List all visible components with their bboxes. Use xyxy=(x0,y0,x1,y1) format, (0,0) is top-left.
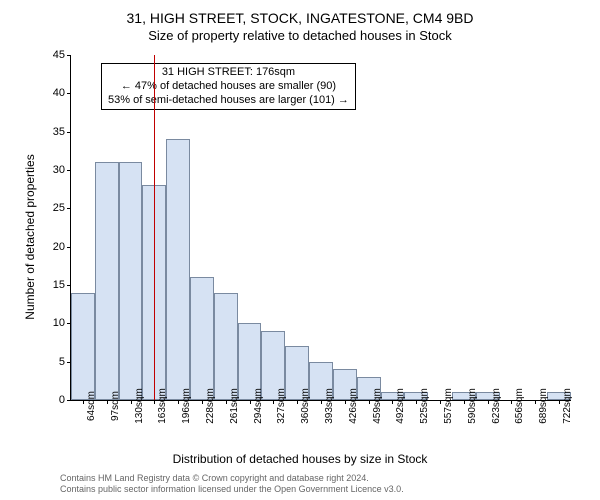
x-tick-label: 196sqm xyxy=(181,388,192,424)
x-tick-label: 623sqm xyxy=(491,388,502,424)
x-tick xyxy=(273,400,274,404)
x-tick-label: 393sqm xyxy=(324,388,335,424)
x-tick-label: 97sqm xyxy=(110,391,121,421)
histogram-bar xyxy=(119,162,143,400)
y-tick xyxy=(67,285,71,286)
x-tick xyxy=(297,400,298,404)
y-tick-label: 25 xyxy=(35,202,65,214)
footer-attribution: Contains HM Land Registry data © Crown c… xyxy=(60,473,404,495)
x-tick xyxy=(440,400,441,404)
x-tick xyxy=(83,400,84,404)
x-tick xyxy=(559,400,560,404)
x-tick-label: 426sqm xyxy=(348,388,359,424)
annotation-line: ← 47% of detached houses are smaller (90… xyxy=(108,80,349,94)
x-tick xyxy=(345,400,346,404)
x-tick xyxy=(535,400,536,404)
x-tick xyxy=(131,400,132,404)
x-tick-label: 64sqm xyxy=(86,391,97,421)
x-tick xyxy=(392,400,393,404)
x-tick-label: 492sqm xyxy=(395,388,406,424)
x-tick-label: 327sqm xyxy=(276,388,287,424)
x-tick-label: 557sqm xyxy=(443,388,454,424)
y-tick xyxy=(67,132,71,133)
x-tick-label: 360sqm xyxy=(300,388,311,424)
chart-title-main: 31, HIGH STREET, STOCK, INGATESTONE, CM4… xyxy=(0,10,600,26)
chart-title-sub: Size of property relative to detached ho… xyxy=(0,28,600,43)
x-tick-label: 294sqm xyxy=(253,388,264,424)
x-tick xyxy=(202,400,203,404)
histogram-bar xyxy=(166,139,190,400)
annotation-line: 31 HIGH STREET: 176sqm xyxy=(108,66,349,80)
x-tick-label: 459sqm xyxy=(372,388,383,424)
histogram-bar xyxy=(95,162,119,400)
y-tick-label: 40 xyxy=(35,87,65,99)
x-tick xyxy=(107,400,108,404)
y-tick xyxy=(67,362,71,363)
plot-area: 31 HIGH STREET: 176sqm← 47% of detached … xyxy=(70,55,571,401)
x-tick xyxy=(226,400,227,404)
chart-root: 31, HIGH STREET, STOCK, INGATESTONE, CM4… xyxy=(0,0,600,500)
x-tick-label: 228sqm xyxy=(205,388,216,424)
y-tick-label: 15 xyxy=(35,279,65,291)
y-tick-label: 30 xyxy=(35,164,65,176)
x-tick xyxy=(464,400,465,404)
reference-marker-line xyxy=(154,55,155,400)
histogram-bar xyxy=(214,293,238,400)
y-tick-label: 45 xyxy=(35,49,65,61)
x-tick-label: 689sqm xyxy=(538,388,549,424)
y-tick xyxy=(67,323,71,324)
x-tick-label: 130sqm xyxy=(134,388,145,424)
x-tick xyxy=(178,400,179,404)
footer-line-2: Contains public sector information licen… xyxy=(60,484,404,495)
x-tick-label: 261sqm xyxy=(229,388,240,424)
x-tick-label: 163sqm xyxy=(157,388,168,424)
x-tick-label: 590sqm xyxy=(467,388,478,424)
x-tick xyxy=(154,400,155,404)
x-axis-label: Distribution of detached houses by size … xyxy=(0,452,600,466)
x-tick-label: 525sqm xyxy=(419,388,430,424)
y-tick-label: 5 xyxy=(35,356,65,368)
y-tick xyxy=(67,247,71,248)
footer-line-1: Contains HM Land Registry data © Crown c… xyxy=(60,473,404,484)
x-tick-label: 722sqm xyxy=(562,388,573,424)
x-tick xyxy=(250,400,251,404)
x-tick xyxy=(511,400,512,404)
histogram-bar xyxy=(71,293,95,400)
y-tick-label: 0 xyxy=(35,394,65,406)
x-tick xyxy=(321,400,322,404)
y-tick xyxy=(67,170,71,171)
y-tick xyxy=(67,93,71,94)
x-tick xyxy=(488,400,489,404)
y-tick-label: 35 xyxy=(35,126,65,138)
y-tick xyxy=(67,55,71,56)
y-tick xyxy=(67,400,71,401)
y-tick-label: 20 xyxy=(35,241,65,253)
x-tick xyxy=(416,400,417,404)
x-tick-label: 656sqm xyxy=(514,388,525,424)
y-tick xyxy=(67,208,71,209)
y-tick-label: 10 xyxy=(35,317,65,329)
x-tick xyxy=(369,400,370,404)
annotation-line: 53% of semi-detached houses are larger (… xyxy=(108,94,349,108)
histogram-bar xyxy=(190,277,214,400)
annotation-box: 31 HIGH STREET: 176sqm← 47% of detached … xyxy=(101,63,356,110)
